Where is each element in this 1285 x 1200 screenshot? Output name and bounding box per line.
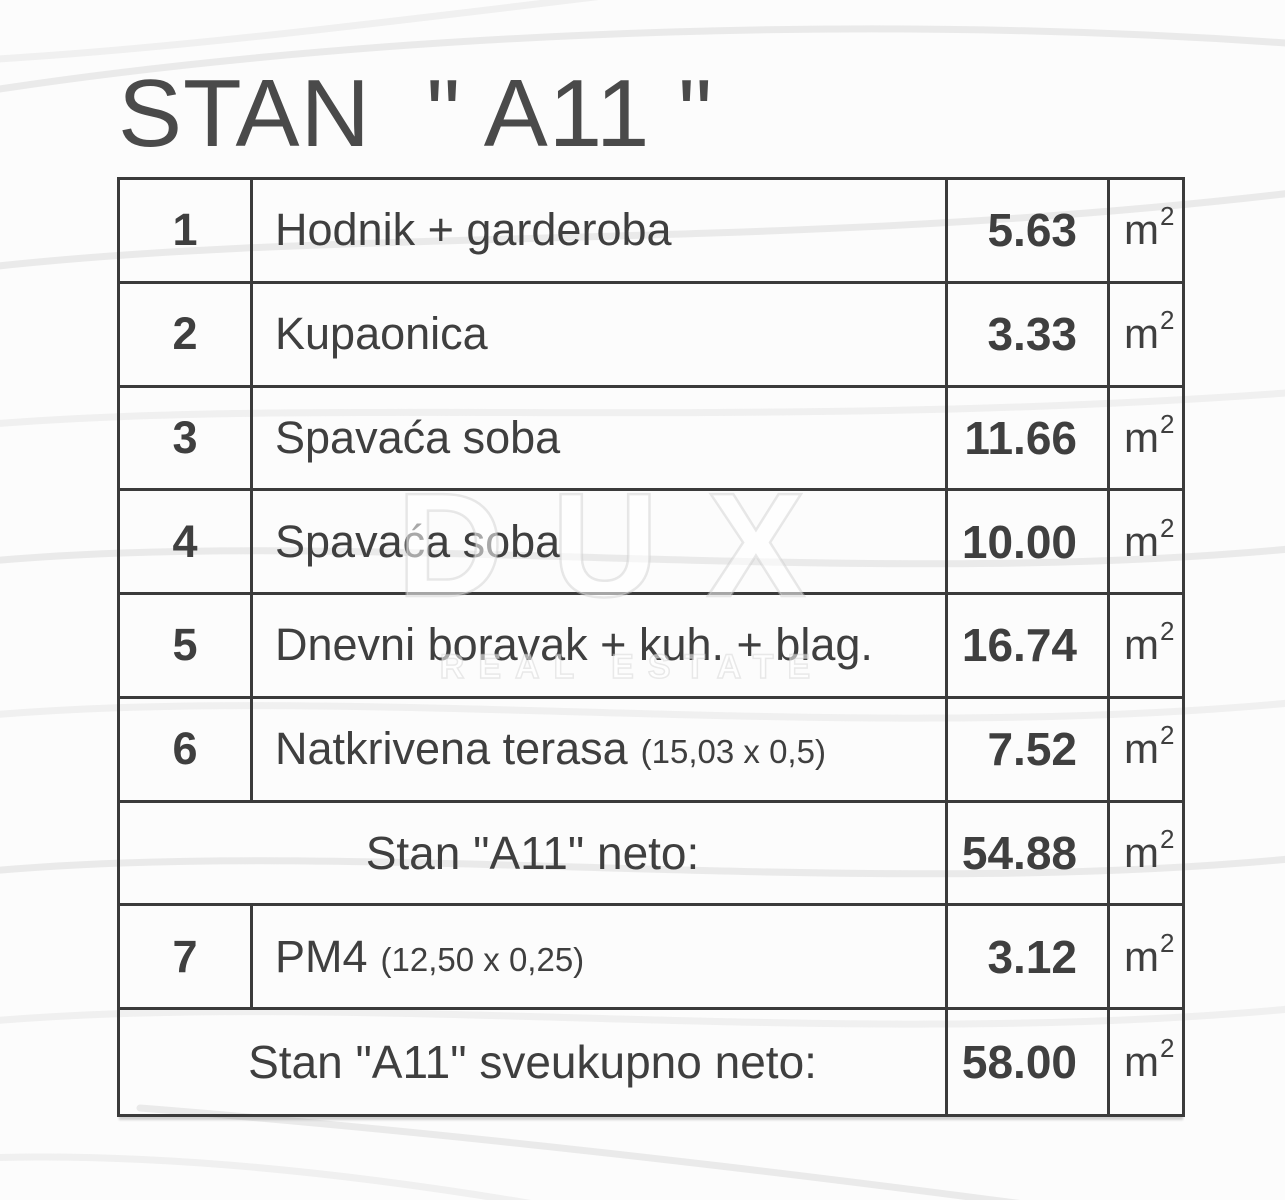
room-name-cell: PM4 (12,50 x 0,25): [253, 906, 948, 1011]
unit-base: m: [1124, 725, 1159, 773]
subtotal-label: Stan "A11" neto:: [120, 802, 948, 907]
row-number-cell: 5: [120, 595, 253, 699]
unit-base: m: [1124, 310, 1159, 358]
room-name-cell: Hodnik + garderoba: [253, 180, 948, 284]
row-number-cell: 7: [120, 906, 253, 1011]
unit-base: m: [1124, 206, 1159, 254]
room-name: Dnevni boravak + kuh. + blag.: [275, 619, 873, 671]
area-value-cell: 10.00: [948, 491, 1110, 596]
unit-base: m: [1124, 621, 1159, 669]
area-value-cell: 11.66: [948, 387, 1110, 492]
unit-base: m: [1124, 932, 1159, 980]
subtotal-value: 54.88: [948, 802, 1110, 907]
unit-base: m: [1124, 517, 1159, 565]
row-number-cell: 1: [120, 180, 253, 284]
room-name-cell: Spavaća soba: [253, 491, 948, 596]
area-value-cell: 3.12: [948, 906, 1110, 1011]
unit-base: m: [1124, 829, 1159, 877]
area-value-cell: 16.74: [948, 595, 1110, 699]
unit-base: m: [1124, 413, 1159, 461]
row-number-cell: 4: [120, 491, 253, 596]
room-note: (12,50 x 0,25): [380, 940, 585, 978]
area-value-cell: 3.33: [948, 283, 1110, 388]
row-number-cell: 2: [120, 283, 253, 388]
room-name-cell: Dnevni boravak + kuh. + blag.: [253, 595, 948, 699]
room-name: PM4: [275, 930, 368, 982]
room-name-cell: Kupaonica: [253, 283, 948, 388]
page-title: STAN " A11 ": [118, 60, 714, 167]
room-name: Spavaća soba: [275, 411, 561, 463]
area-value-cell: 7.52: [948, 698, 1110, 803]
total-label: Stan "A11" sveukupno neto:: [120, 1010, 948, 1114]
row-number-cell: 6: [120, 698, 253, 803]
row-number-cell: 3: [120, 387, 253, 492]
total-value: 58.00: [948, 1010, 1110, 1114]
unit-base: m: [1124, 1038, 1159, 1086]
room-name: Spavaća soba: [275, 515, 561, 567]
room-note: (15,03 x 0,5): [640, 733, 826, 771]
room-name: Hodnik + garderoba: [275, 204, 672, 256]
room-name: Kupaonica: [275, 308, 488, 360]
room-name-cell: Spavaća soba: [253, 387, 948, 492]
room-name-cell: Natkrivena terasa (15,03 x 0,5): [253, 698, 948, 803]
area-value-cell: 5.63: [948, 180, 1110, 284]
room-name: Natkrivena terasa: [275, 723, 628, 775]
